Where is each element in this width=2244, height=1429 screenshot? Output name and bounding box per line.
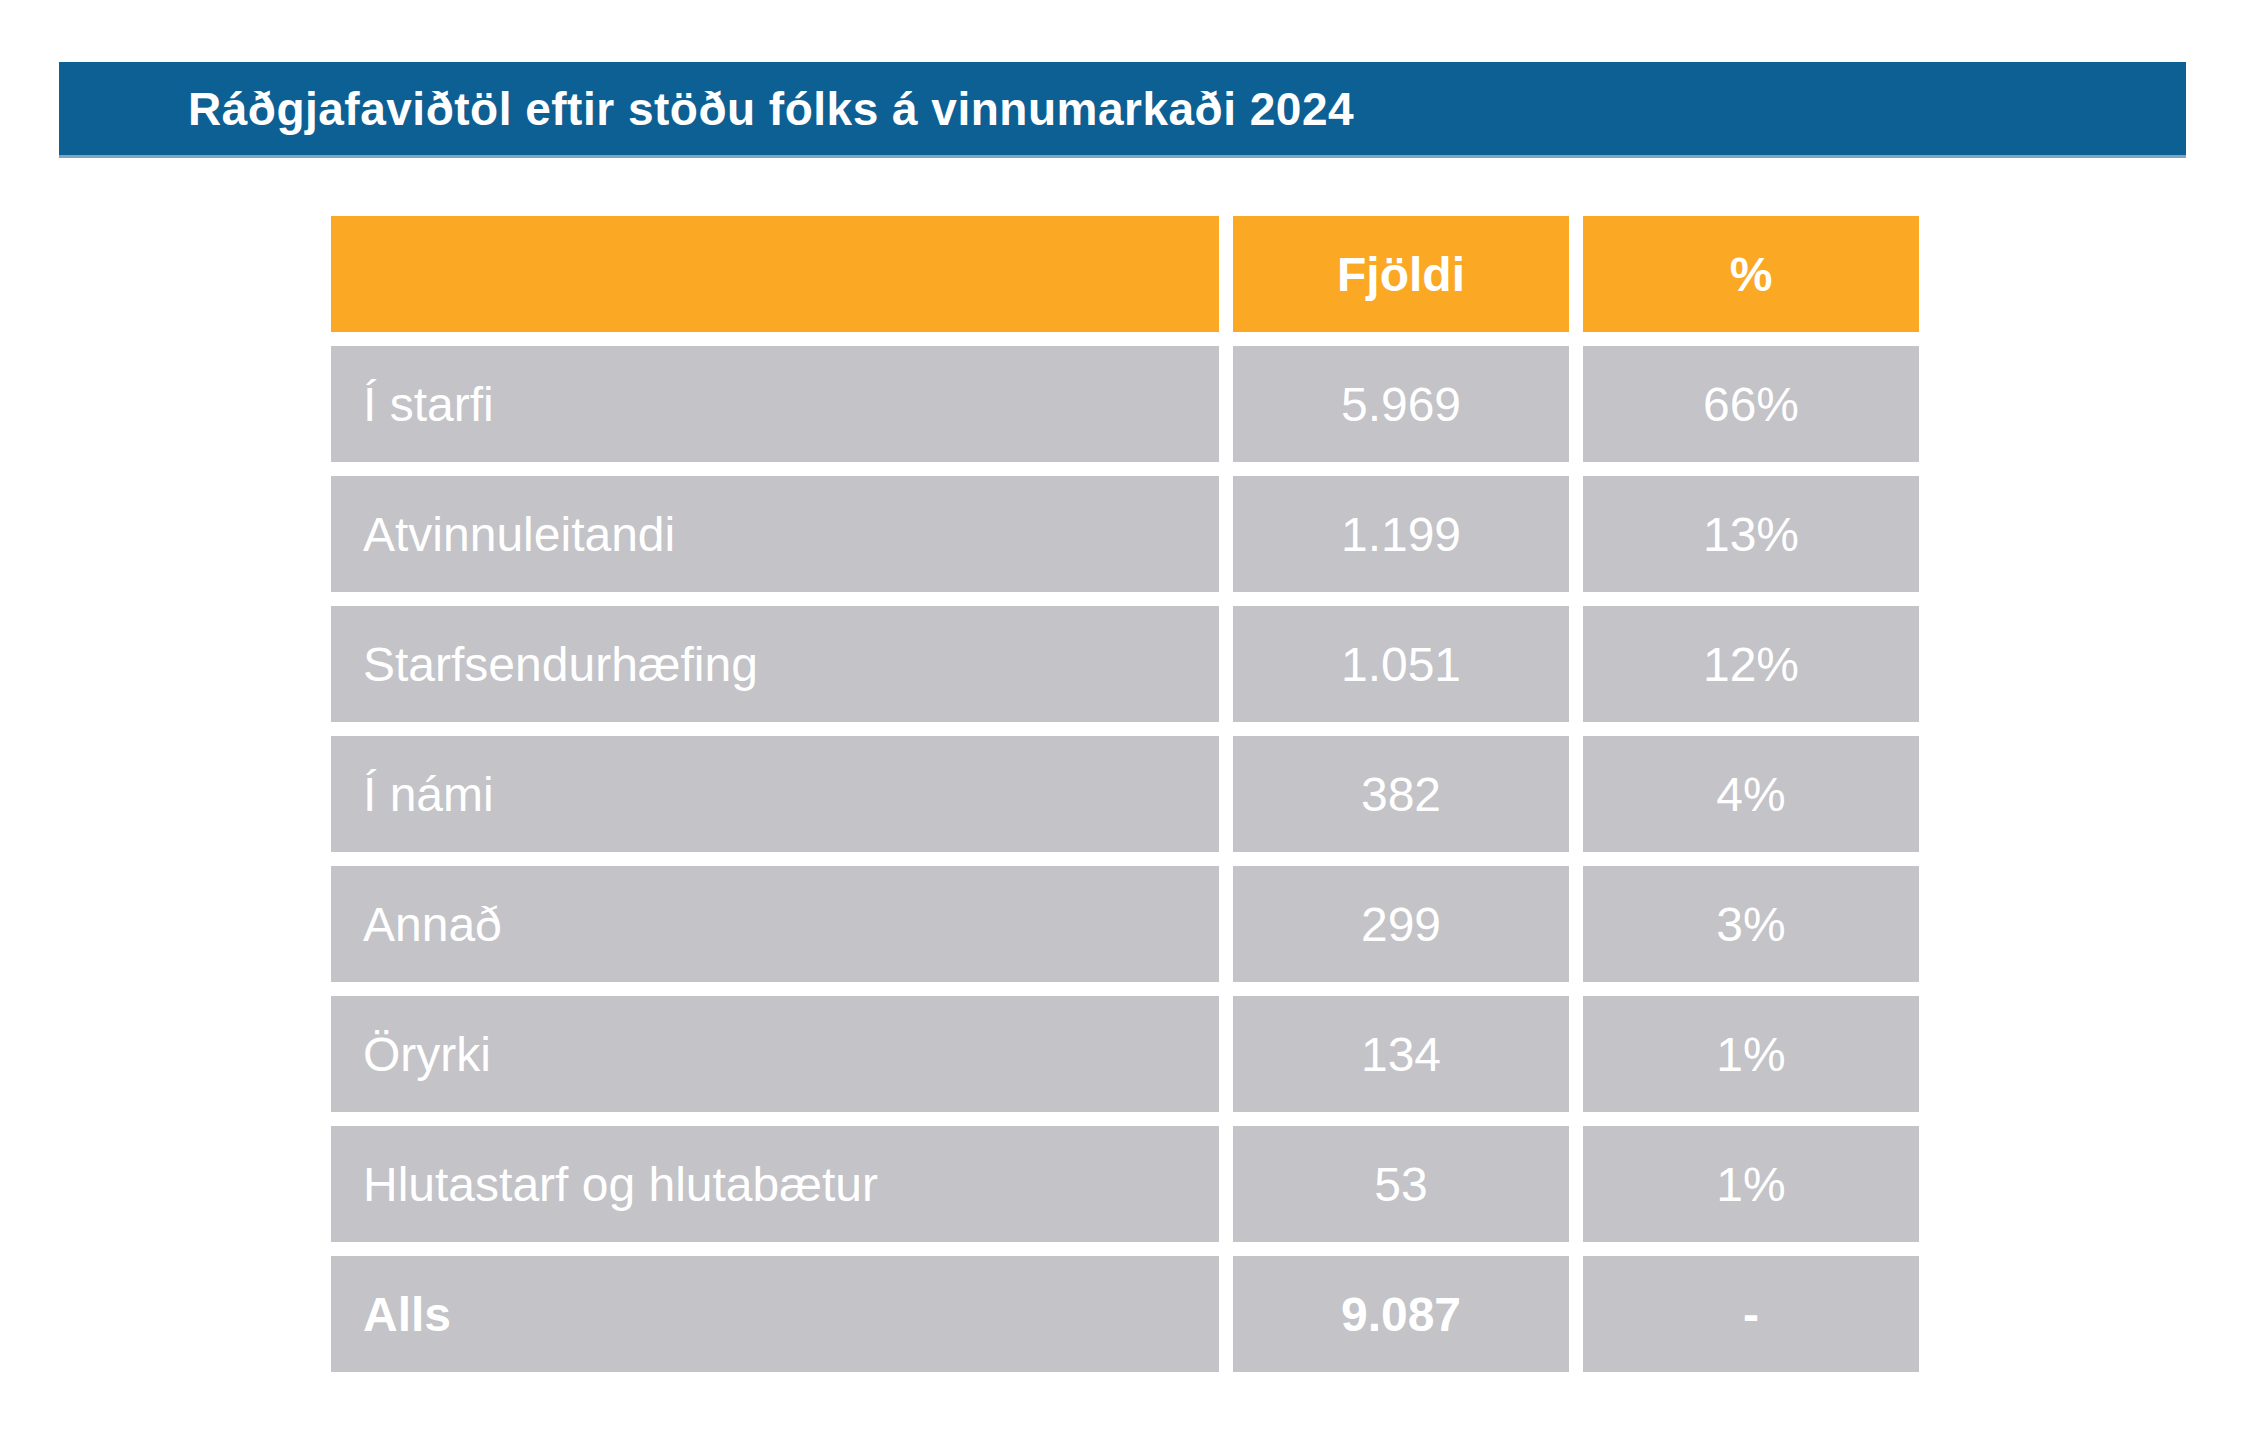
column-header-category xyxy=(331,216,1219,332)
row-count-cell: 1.051 xyxy=(1233,606,1569,722)
row-label-cell: Annað xyxy=(331,866,1219,982)
row-percent-cell: 1% xyxy=(1583,996,1919,1112)
row-percent-cell: 3% xyxy=(1583,866,1919,982)
data-table: Fjöldi % Í starfi 5.969 66% Atvinnuleita… xyxy=(331,216,1919,1372)
row-label-cell: Atvinnuleitandi xyxy=(331,476,1219,592)
row-percent-cell: 4% xyxy=(1583,736,1919,852)
row-label-cell: Í námi xyxy=(331,736,1219,852)
row-percent-cell: 1% xyxy=(1583,1126,1919,1242)
row-count-cell: 382 xyxy=(1233,736,1569,852)
row-count-cell: 9.087 xyxy=(1233,1256,1569,1372)
row-count-cell: 1.199 xyxy=(1233,476,1569,592)
row-label-cell: Alls xyxy=(331,1256,1219,1372)
column-header-fjoldi: Fjöldi xyxy=(1233,216,1569,332)
row-label-cell: Hlutastarf og hlutabætur xyxy=(331,1126,1219,1242)
row-label-cell: Í starfi xyxy=(331,346,1219,462)
row-count-cell: 5.969 xyxy=(1233,346,1569,462)
page-title: Ráðgjafaviðtöl eftir stöðu fólks á vinnu… xyxy=(188,82,1354,136)
row-percent-cell: - xyxy=(1583,1256,1919,1372)
row-count-cell: 299 xyxy=(1233,866,1569,982)
row-percent-cell: 13% xyxy=(1583,476,1919,592)
column-header-percent: % xyxy=(1583,216,1919,332)
row-percent-cell: 66% xyxy=(1583,346,1919,462)
row-count-cell: 53 xyxy=(1233,1126,1569,1242)
row-label-cell: Starfsendurhæfing xyxy=(331,606,1219,722)
title-banner: Ráðgjafaviðtöl eftir stöðu fólks á vinnu… xyxy=(59,62,2186,158)
row-count-cell: 134 xyxy=(1233,996,1569,1112)
row-percent-cell: 12% xyxy=(1583,606,1919,722)
row-label-cell: Öryrki xyxy=(331,996,1219,1112)
